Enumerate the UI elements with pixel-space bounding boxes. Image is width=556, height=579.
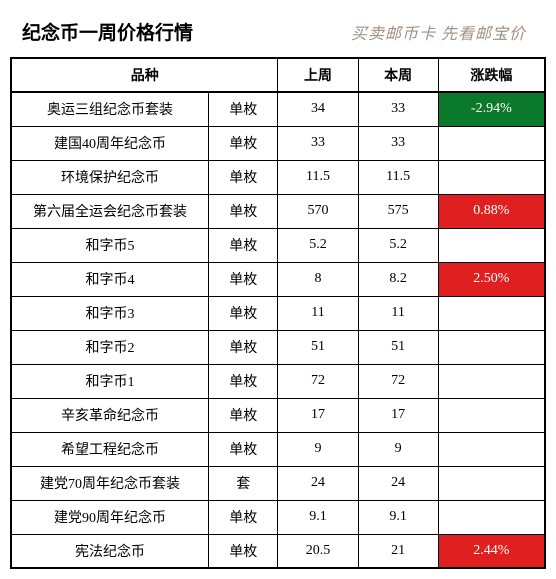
table-row: 和字币1单枚7272 [11,364,545,398]
table-row: 第六届全运会纪念币套装单枚5705750.88% [11,194,545,228]
cell-unit: 单枚 [209,92,278,126]
cell-unit: 单枚 [209,398,278,432]
cell-name: 辛亥革命纪念币 [11,398,209,432]
col-header-lastweek: 上周 [278,58,358,92]
cell-unit: 单枚 [209,228,278,262]
table-row: 建国40周年纪念币单枚3333 [11,126,545,160]
cell-change [438,432,545,466]
cell-change [438,466,545,500]
cell-lastweek: 8 [278,262,358,296]
tagline: 买卖邮币卡 先看邮宝价 [351,20,534,44]
cell-unit: 单枚 [209,194,278,228]
cell-change [438,126,545,160]
table-row: 宪法纪念币单枚20.5212.44% [11,534,545,568]
cell-lastweek: 9 [278,432,358,466]
table-header-row: 品种 上周 本周 涨跌幅 [11,58,545,92]
table-row: 和字币2单枚5151 [11,330,545,364]
table-row: 和字币3单枚1111 [11,296,545,330]
table-row: 建党90周年纪念币单枚9.19.1 [11,500,545,534]
cell-thisweek: 8.2 [358,262,438,296]
cell-lastweek: 34 [278,92,358,126]
cell-unit: 单枚 [209,330,278,364]
table-row: 辛亥革命纪念币单枚1717 [11,398,545,432]
cell-thisweek: 51 [358,330,438,364]
cell-thisweek: 24 [358,466,438,500]
cell-thisweek: 9 [358,432,438,466]
cell-unit: 单枚 [209,500,278,534]
cell-name: 建党70周年纪念币套装 [11,466,209,500]
cell-thisweek: 33 [358,92,438,126]
cell-name: 和字币1 [11,364,209,398]
cell-change: 0.88% [438,194,545,228]
cell-lastweek: 17 [278,398,358,432]
cell-name: 建党90周年纪念币 [11,500,209,534]
cell-name: 奥运三组纪念币套装 [11,92,209,126]
cell-change [438,500,545,534]
cell-unit: 单枚 [209,364,278,398]
table-row: 环境保护纪念币单枚11.511.5 [11,160,545,194]
cell-name: 和字币2 [11,330,209,364]
cell-lastweek: 33 [278,126,358,160]
cell-change: 2.50% [438,262,545,296]
cell-change [438,160,545,194]
col-header-name: 品种 [11,58,278,92]
cell-name: 和字币5 [11,228,209,262]
cell-thisweek: 17 [358,398,438,432]
cell-name: 建国40周年纪念币 [11,126,209,160]
cell-name: 环境保护纪念币 [11,160,209,194]
cell-name: 和字币4 [11,262,209,296]
cell-unit: 单枚 [209,534,278,568]
cell-unit: 单枚 [209,126,278,160]
cell-lastweek: 20.5 [278,534,358,568]
cell-thisweek: 21 [358,534,438,568]
cell-lastweek: 570 [278,194,358,228]
col-header-change: 涨跌幅 [438,58,545,92]
cell-change [438,228,545,262]
cell-thisweek: 11 [358,296,438,330]
cell-unit: 单枚 [209,160,278,194]
cell-thisweek: 5.2 [358,228,438,262]
cell-change [438,398,545,432]
cell-unit: 单枚 [209,262,278,296]
cell-thisweek: 72 [358,364,438,398]
cell-lastweek: 72 [278,364,358,398]
cell-thisweek: 575 [358,194,438,228]
cell-change: -2.94% [438,92,545,126]
price-table: 品种 上周 本周 涨跌幅 奥运三组纪念币套装单枚3433-2.94%建国40周年… [10,57,546,569]
cell-name: 宪法纪念币 [11,534,209,568]
cell-change [438,330,545,364]
page-title: 纪念币一周价格行情 [22,18,193,45]
col-header-thisweek: 本周 [358,58,438,92]
cell-change [438,364,545,398]
header-row: 纪念币一周价格行情 买卖邮币卡 先看邮宝价 [10,10,546,57]
cell-name: 和字币3 [11,296,209,330]
cell-thisweek: 9.1 [358,500,438,534]
table-row: 和字币5单枚5.25.2 [11,228,545,262]
cell-lastweek: 9.1 [278,500,358,534]
cell-lastweek: 24 [278,466,358,500]
table-row: 和字币4单枚88.22.50% [11,262,545,296]
cell-thisweek: 11.5 [358,160,438,194]
cell-unit: 套 [209,466,278,500]
cell-lastweek: 11.5 [278,160,358,194]
cell-change: 2.44% [438,534,545,568]
cell-name: 第六届全运会纪念币套装 [11,194,209,228]
cell-name: 希望工程纪念币 [11,432,209,466]
cell-lastweek: 51 [278,330,358,364]
cell-thisweek: 33 [358,126,438,160]
table-row: 奥运三组纪念币套装单枚3433-2.94% [11,92,545,126]
cell-lastweek: 11 [278,296,358,330]
table-row: 建党70周年纪念币套装套2424 [11,466,545,500]
cell-lastweek: 5.2 [278,228,358,262]
cell-unit: 单枚 [209,296,278,330]
table-row: 希望工程纪念币单枚99 [11,432,545,466]
cell-change [438,296,545,330]
cell-unit: 单枚 [209,432,278,466]
